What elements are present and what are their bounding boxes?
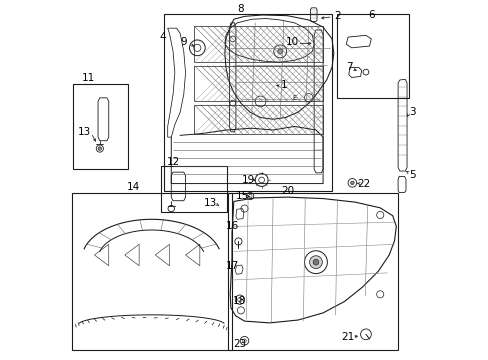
Circle shape	[312, 259, 318, 265]
Text: 3: 3	[408, 107, 415, 117]
Bar	[73, 84, 128, 169]
Text: 1: 1	[280, 80, 286, 90]
Circle shape	[350, 181, 353, 185]
Text: 15: 15	[235, 191, 248, 201]
Bar	[194, 26, 323, 62]
Bar	[194, 105, 323, 134]
Text: 12: 12	[166, 157, 179, 167]
Text: 2: 2	[333, 11, 340, 21]
Text: 7: 7	[346, 63, 352, 72]
Text: 23: 23	[233, 339, 246, 349]
Text: 13: 13	[78, 127, 91, 137]
Circle shape	[98, 147, 102, 150]
Text: 4: 4	[159, 32, 165, 42]
Bar	[337, 14, 408, 98]
Bar	[72, 193, 231, 350]
Bar	[194, 66, 323, 102]
Text: 20: 20	[280, 186, 293, 196]
Text: 5: 5	[408, 170, 415, 180]
Text: 16: 16	[225, 221, 238, 231]
Text: 17: 17	[225, 261, 238, 271]
Circle shape	[309, 256, 322, 269]
Bar	[160, 166, 226, 212]
Text: 9: 9	[180, 37, 187, 48]
Bar	[228, 193, 397, 350]
Text: 14: 14	[127, 182, 140, 192]
Text: 21: 21	[341, 332, 354, 342]
Text: 11: 11	[81, 73, 95, 83]
Circle shape	[277, 49, 282, 54]
Text: 8: 8	[237, 4, 244, 14]
Text: 6: 6	[367, 10, 374, 20]
Text: 18: 18	[233, 296, 246, 306]
Text: 22: 22	[357, 179, 370, 189]
Text: 13: 13	[203, 198, 217, 208]
Text: E: E	[292, 95, 296, 101]
Text: 19: 19	[241, 175, 254, 185]
Text: 10: 10	[285, 37, 299, 48]
Bar	[164, 14, 331, 191]
